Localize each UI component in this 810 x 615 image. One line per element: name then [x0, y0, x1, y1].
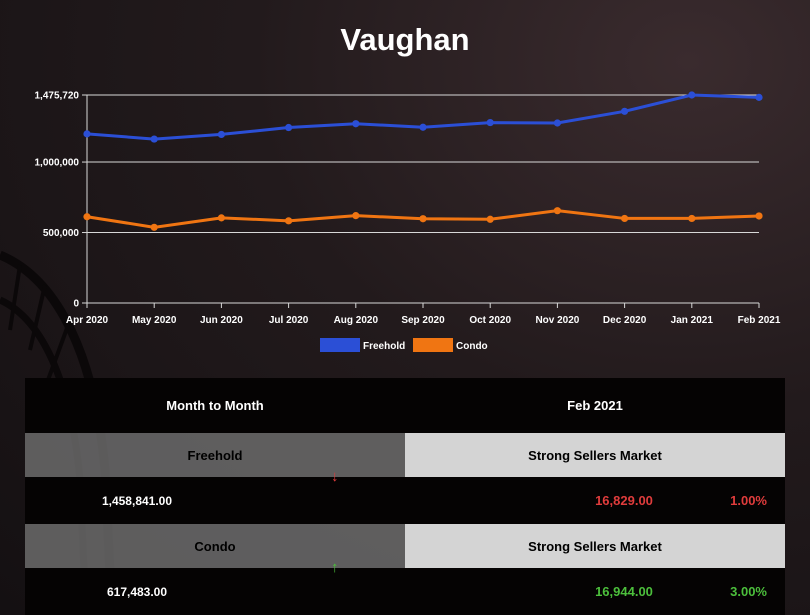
table-header-row: Month to Month Feb 2021	[25, 378, 785, 433]
legend-swatch-freehold	[320, 338, 360, 352]
data-point-freehold	[217, 130, 225, 139]
freehold-label: Freehold	[25, 433, 405, 477]
condo-percent: 3.00%	[730, 584, 767, 599]
y-tick-label: 500,000	[43, 228, 80, 239]
freehold-value: 1,458,841.00	[101, 493, 173, 508]
data-point-freehold	[83, 130, 91, 138]
x-tick-label: Nov 2020	[535, 315, 579, 326]
arrow-down-icon: ↓	[331, 468, 339, 485]
data-point-freehold	[755, 93, 763, 101]
x-tick-label: Jul 2020	[269, 315, 309, 326]
data-point-condo	[419, 215, 427, 223]
header-month-to-month: Month to Month	[166, 398, 264, 413]
arrow-up-icon: ↑	[331, 559, 339, 576]
y-tick-label: 1,000,000	[35, 158, 80, 169]
condo-market-status: Strong Sellers Market	[405, 524, 785, 568]
data-point-condo	[217, 214, 225, 222]
data-point-condo	[83, 213, 91, 221]
freehold-category-row: Freehold Strong Sellers Market	[25, 433, 785, 477]
data-point-condo	[553, 207, 562, 215]
condo-change: 16,944.00	[595, 584, 653, 599]
legend-label-freehold: Freehold	[363, 341, 405, 352]
legend-swatch-condo	[413, 338, 453, 352]
data-point-condo	[150, 223, 158, 231]
condo-value: 617,483.00	[106, 584, 168, 599]
data-point-freehold	[621, 107, 629, 115]
condo-values-row: 617,483.00 ↑ 16,944.00 3.00%	[25, 559, 785, 615]
x-tick-label: May 2020	[132, 315, 177, 326]
data-point-condo	[688, 214, 696, 223]
freehold-change: 16,829.00	[595, 493, 653, 508]
data-point-freehold	[150, 135, 158, 143]
data-point-freehold	[419, 123, 427, 131]
data-point-freehold	[486, 118, 494, 127]
x-tick-label: Feb 2021	[738, 315, 781, 326]
data-point-freehold	[285, 123, 293, 132]
data-point-freehold	[553, 119, 562, 127]
x-tick-label: Jan 2021	[671, 315, 714, 326]
data-point-freehold	[688, 91, 696, 99]
freehold-percent: 1.00%	[730, 493, 767, 508]
summary-table: Month to Month Feb 2021 Freehold Strong …	[25, 378, 785, 615]
data-point-freehold	[352, 120, 360, 128]
y-tick-label: 0	[73, 299, 79, 310]
data-point-condo	[285, 217, 293, 225]
legend-label-condo: Condo	[456, 341, 488, 352]
freehold-values-row: 1,458,841.00 ↓ 16,829.00 1.00%	[25, 468, 785, 524]
x-tick-label: Oct 2020	[469, 315, 511, 326]
data-point-condo	[755, 212, 763, 220]
x-tick-label: Apr 2020	[66, 315, 109, 326]
header-period: Feb 2021	[567, 398, 623, 413]
x-tick-label: Aug 2020	[334, 315, 379, 326]
freehold-market-status: Strong Sellers Market	[405, 433, 785, 477]
data-point-condo	[486, 215, 494, 223]
x-tick-label: Sep 2020	[401, 315, 445, 326]
line-chart: 0 500,000 1,000,000 1,475,720 Apr 2020 May 20…	[35, 91, 781, 352]
condo-category-row: Condo Strong Sellers Market	[25, 524, 785, 568]
page-title: Vaughan	[340, 22, 470, 57]
x-tick-label: Jun 2020	[200, 315, 243, 326]
x-tick-label: Dec 2020	[603, 315, 647, 326]
y-tick-label: 1,475,720	[35, 91, 80, 102]
series-line-freehold	[86, 93, 760, 141]
condo-label: Condo	[25, 524, 405, 568]
data-point-condo	[621, 214, 629, 223]
data-point-condo	[352, 212, 360, 220]
